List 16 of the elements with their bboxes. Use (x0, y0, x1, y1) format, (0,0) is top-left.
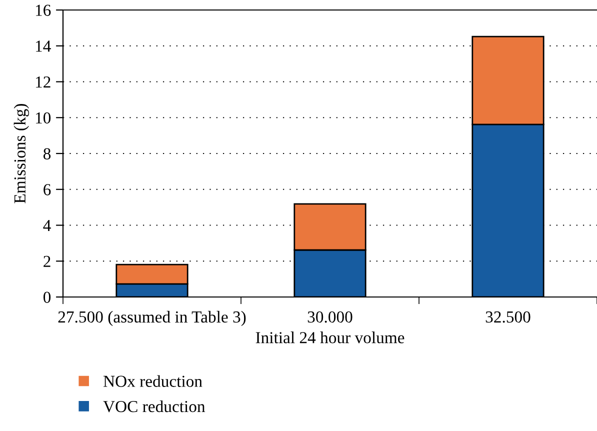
y-tick-label: 10 (36, 112, 51, 124)
x-tick-label: 27.500 (assumed in Table 3) (58, 310, 246, 326)
y-axis-title: Emissions (kg) (14, 104, 29, 204)
y-tick-label: 4 (43, 220, 51, 232)
x-tick-label: 30.000 (308, 311, 352, 323)
y-tick-label: 16 (36, 4, 51, 16)
legend-label: VOC reduction (103, 400, 206, 412)
y-tick-label: 8 (43, 148, 51, 160)
y-tick-label: 0 (43, 292, 51, 303)
legend-label: NOx reduction (103, 375, 202, 387)
y-tick-label: 14 (36, 40, 51, 52)
y-tick-label: 2 (44, 256, 50, 267)
y-tick-label: 6 (44, 184, 51, 196)
x-tick-label: 32.500 (486, 311, 530, 323)
y-tick-label: 12 (36, 76, 50, 88)
x-axis-title: Initial 24 hour volume (256, 332, 404, 344)
